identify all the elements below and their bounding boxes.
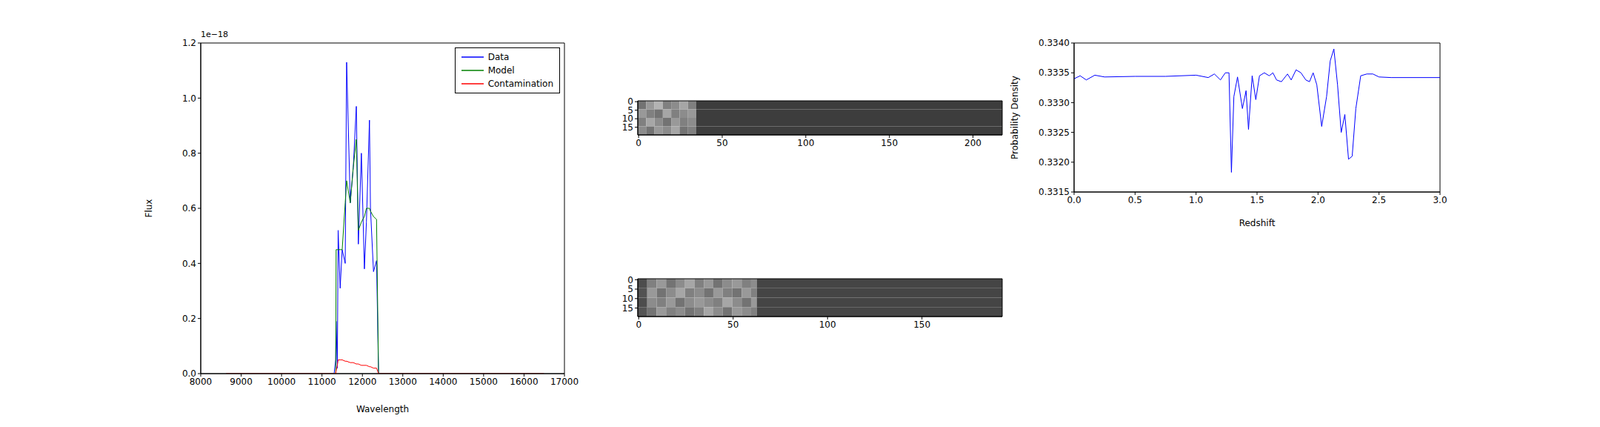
svg-text:0.3335: 0.3335 — [1038, 67, 1070, 78]
svg-text:0.3315: 0.3315 — [1038, 186, 1070, 198]
svg-text:Wavelength: Wavelength — [356, 403, 409, 415]
svg-text:100: 100 — [819, 319, 837, 330]
svg-text:0.6: 0.6 — [182, 202, 197, 214]
svg-text:9000: 9000 — [229, 376, 253, 387]
svg-text:3.0: 3.0 — [1432, 194, 1447, 206]
svg-text:0.4: 0.4 — [182, 258, 197, 269]
svg-text:Redshift: Redshift — [1239, 217, 1276, 229]
svg-text:0.3325: 0.3325 — [1038, 127, 1070, 138]
svg-text:Probability Density: Probability Density — [1009, 75, 1020, 160]
svg-text:Flux: Flux — [143, 199, 155, 218]
svg-text:0.8: 0.8 — [182, 148, 197, 159]
svg-text:2.0: 2.0 — [1311, 194, 1326, 206]
html-text:1e−18: 1e−18 — [200, 29, 229, 40]
svg-text:16000: 16000 — [509, 376, 538, 387]
svg-text:0.3320: 0.3320 — [1038, 157, 1070, 168]
svg-text:1.2: 1.2 — [182, 37, 197, 49]
svg-text:12000: 12000 — [348, 376, 377, 387]
svg-text:0.5: 0.5 — [1128, 194, 1143, 206]
svg-text:0.0: 0.0 — [182, 368, 197, 379]
svg-text:0.0: 0.0 — [1067, 194, 1082, 205]
svg-text:8000: 8000 — [189, 375, 213, 387]
svg-text:1.0: 1.0 — [1188, 194, 1203, 206]
svg-text:0.3330: 0.3330 — [1038, 97, 1070, 109]
svg-text:150: 150 — [913, 319, 931, 330]
svg-text:14000: 14000 — [428, 376, 458, 387]
html-text:Contamination: Contamination — [487, 78, 554, 89]
html-text:Model: Model — [487, 65, 515, 76]
svg-text:10: 10 — [622, 113, 634, 124]
svg-text:15: 15 — [622, 302, 634, 314]
svg-text:0.3340: 0.3340 — [1038, 37, 1070, 49]
svg-text:5: 5 — [627, 283, 634, 295]
svg-text:150: 150 — [880, 137, 898, 149]
svg-text:13000: 13000 — [388, 376, 418, 387]
svg-text:200: 200 — [964, 137, 982, 149]
svg-text:0: 0 — [627, 96, 634, 107]
svg-text:0.2: 0.2 — [182, 313, 197, 324]
svg-text:2.5: 2.5 — [1371, 194, 1386, 206]
svg-text:0: 0 — [635, 137, 642, 149]
svg-text:11000: 11000 — [308, 376, 337, 387]
svg-text:10: 10 — [622, 293, 634, 304]
svg-text:1.0: 1.0 — [182, 93, 197, 104]
svg-text:5: 5 — [627, 105, 634, 116]
svg-text:50: 50 — [716, 137, 728, 149]
svg-text:0: 0 — [627, 274, 634, 285]
svg-text:0: 0 — [635, 319, 642, 330]
svg-text:15: 15 — [622, 122, 634, 133]
svg-text:1.5: 1.5 — [1249, 194, 1264, 206]
svg-text:100: 100 — [797, 137, 815, 149]
svg-text:10000: 10000 — [267, 376, 296, 387]
svg-text:15000: 15000 — [469, 376, 498, 387]
svg-text:17000: 17000 — [550, 376, 579, 387]
svg-text:50: 50 — [727, 319, 739, 330]
html-text:Data: Data — [487, 51, 510, 63]
